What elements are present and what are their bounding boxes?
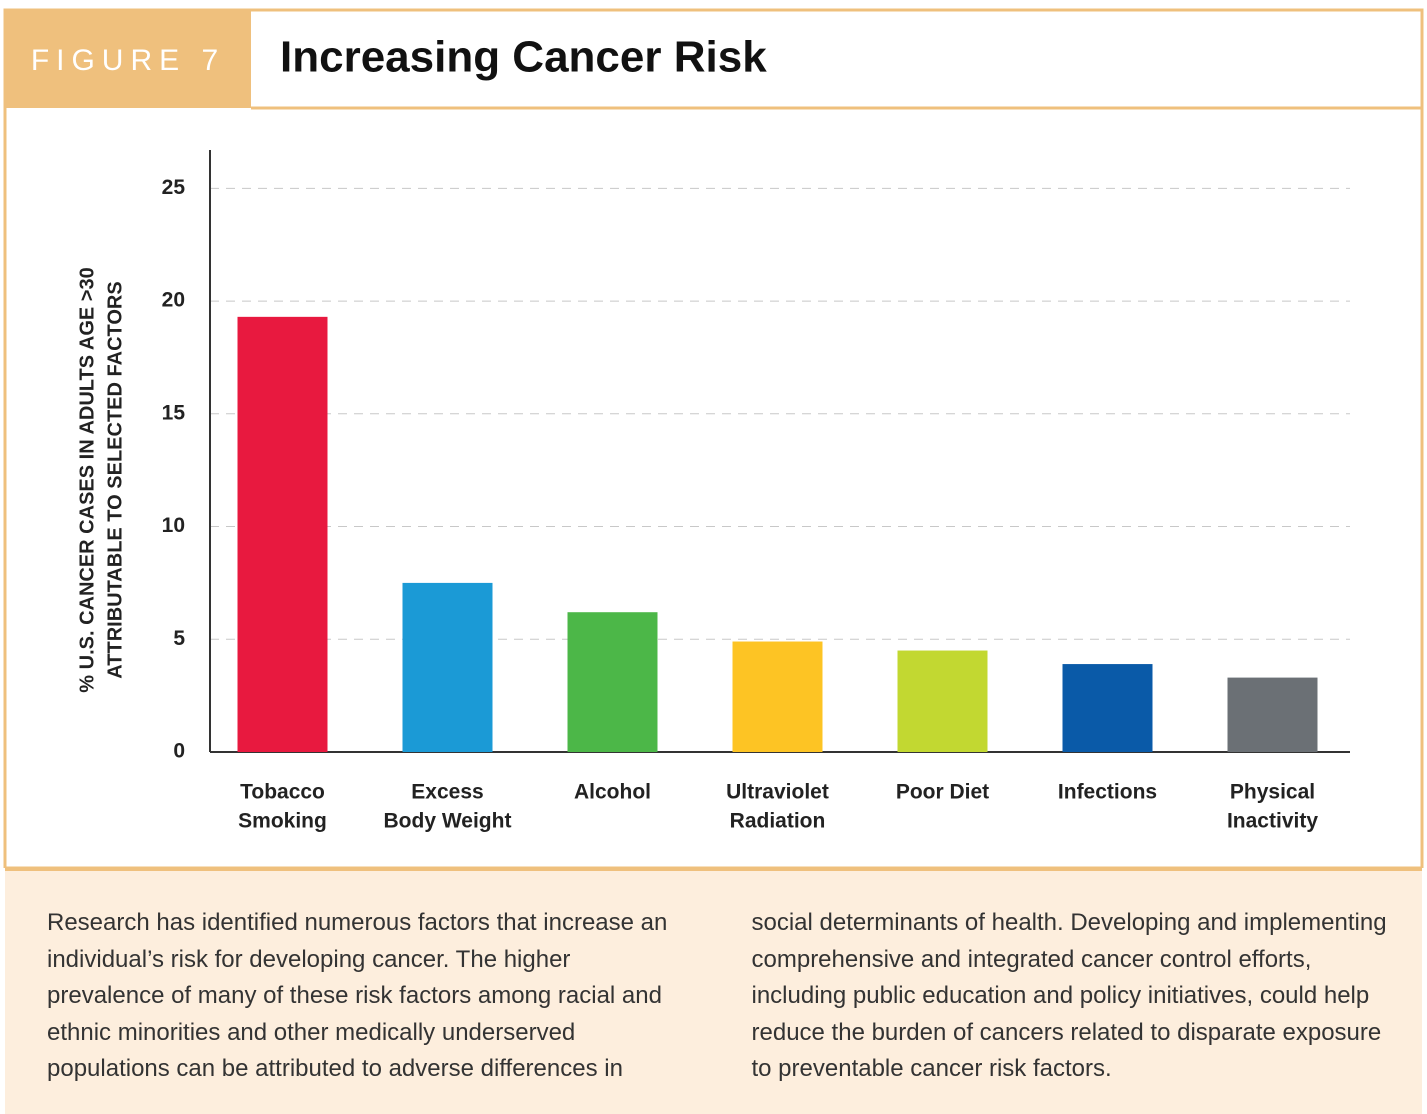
chart: FIGURE 7 Increasing Cancer Risk % U.S. C… — [0, 0, 1427, 868]
bar — [1228, 678, 1318, 752]
x-tick-label: Ultraviolet — [726, 781, 829, 804]
y-tick-label: 5 — [173, 627, 185, 650]
x-tick-label: Excess — [411, 781, 483, 804]
x-tick-label: Smoking — [238, 810, 327, 833]
y-tick-label: 15 — [162, 401, 186, 424]
y-axis-label: % U.S. CANCER CASES IN ADULTS AGE >30 — [76, 267, 98, 692]
bar — [238, 317, 328, 752]
x-tick-label: Poor Diet — [896, 781, 989, 804]
chart-title: Increasing Cancer Risk — [280, 33, 767, 82]
x-tick-label: Alcohol — [574, 781, 651, 804]
bar — [898, 651, 988, 752]
x-tick-label: Inactivity — [1227, 810, 1318, 833]
y-tick-label: 0 — [173, 740, 185, 763]
bar — [568, 612, 658, 752]
x-tick-label: Body Weight — [384, 810, 512, 833]
x-tick-label: Radiation — [730, 810, 826, 833]
x-tick-label: Infections — [1058, 781, 1157, 804]
caption: Research has identified numerous factors… — [5, 868, 1422, 1114]
bar — [733, 642, 823, 752]
y-tick-label: 10 — [162, 514, 185, 537]
frame — [5, 10, 1422, 868]
bar — [1063, 664, 1153, 752]
bar — [403, 583, 493, 752]
y-axis-label: ATTRIBUTABLE TO SELECTED FACTORS — [104, 281, 126, 678]
figure-label: FIGURE 7 — [31, 44, 225, 77]
x-tick-label: Physical — [1230, 781, 1315, 804]
y-tick-label: 20 — [162, 289, 185, 312]
page: FIGURE 7 Increasing Cancer Risk % U.S. C… — [0, 0, 1427, 1114]
y-tick-label: 25 — [162, 176, 186, 199]
x-tick-label: Tobacco — [240, 781, 325, 804]
